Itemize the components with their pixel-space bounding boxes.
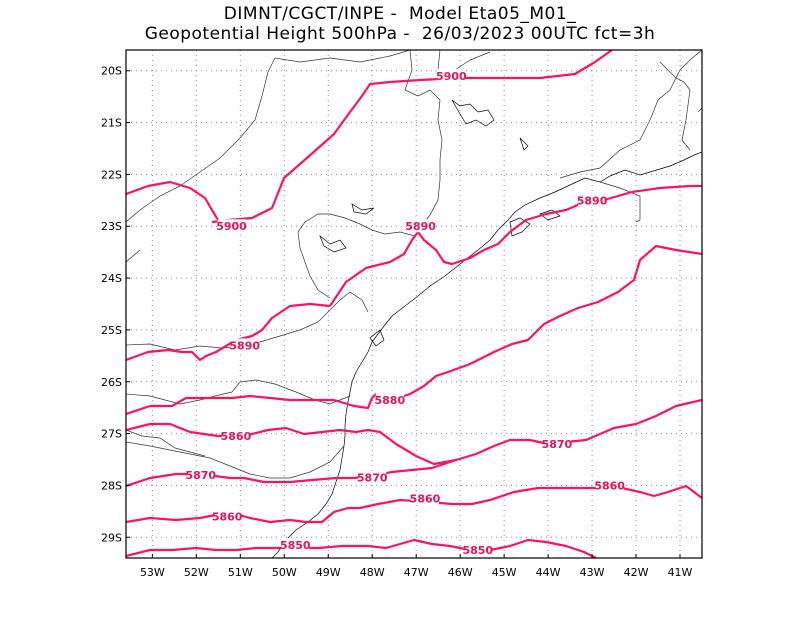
contour-label-bg — [230, 338, 259, 352]
contour-label: 5890 — [577, 194, 608, 207]
contour-label: 5880 — [375, 394, 406, 407]
contour-label: 5890 — [405, 220, 436, 233]
lon-tick-label: 42W — [624, 566, 649, 579]
lon-tick-label: 43W — [580, 566, 605, 579]
contour-label: 5860 — [221, 430, 252, 443]
lat-tick-label: 23S — [101, 220, 122, 233]
contour-label-bg — [213, 509, 242, 523]
contour-label: 5870 — [185, 469, 216, 482]
lon-tick-label: 46W — [448, 566, 473, 579]
contour-5850 — [126, 538, 597, 558]
axis-ticks: 53W 52W 51W 50W 49W 48W 47W 46W 45W 44W 43W 42W 41W 2… — [101, 65, 693, 579]
contour-label: 5890 — [229, 339, 260, 352]
lon-tick-label: 45W — [492, 566, 517, 579]
coastline — [271, 151, 702, 558]
lon-tick-label: 44W — [536, 566, 561, 579]
lat-tick-label: 29S — [101, 531, 122, 544]
contour-label-bg — [542, 436, 571, 450]
lon-tick-label: 48W — [360, 566, 385, 579]
contour-label-bg — [358, 470, 387, 484]
chart-title-line1: DIMNT/CGCT/INPE - Model Eta05_M01_ — [223, 4, 577, 24]
chart-title-line2: Geopotential Height 500hPa - 26/03/2023 … — [144, 24, 656, 44]
contour-label: 5900 — [436, 70, 467, 83]
lon-tick-label: 51W — [228, 566, 253, 579]
lat-tick-label: 27S — [101, 428, 122, 441]
contour-5860-mid — [126, 458, 457, 488]
contour-label-bg — [595, 478, 624, 492]
lat-tick-label: 28S — [101, 479, 122, 492]
contour-5890-north — [329, 184, 702, 307]
contour-label: 5860 — [594, 479, 625, 492]
lon-tick-label: 41W — [668, 566, 693, 579]
contour-label: 5860 — [410, 492, 441, 505]
lat-tick-label: 20S — [101, 65, 122, 78]
contour-label-bg — [410, 491, 439, 505]
contour-label-bg — [437, 68, 466, 82]
lakes — [319, 99, 529, 253]
contour-5890-west — [126, 302, 331, 362]
contour-5900-west — [126, 180, 219, 221]
contour-label: 5900 — [216, 220, 247, 233]
contour-label-bg — [186, 468, 215, 482]
contour-label-bg — [463, 543, 492, 557]
contour-label-bg — [375, 392, 404, 406]
coast-detail — [369, 209, 561, 347]
lon-tick-label: 52W — [184, 566, 209, 579]
lon-tick-label: 50W — [272, 566, 297, 579]
contour-label-bg — [578, 193, 607, 207]
lat-tick-label: 25S — [101, 324, 122, 337]
lon-tick-label: 53W — [140, 566, 165, 579]
state-borders — [126, 50, 702, 479]
contour-label: 5850 — [280, 539, 311, 552]
contour-labels: 5900 5900 5890 5890 5890 5880 5870 5870 5870 5860… — [185, 68, 625, 557]
contour-5900-north — [211, 50, 613, 224]
contour-label: 5850 — [462, 544, 493, 557]
contour-label: 5870 — [542, 438, 573, 451]
contour-5880 — [126, 244, 702, 416]
plot-frame — [125, 49, 703, 559]
contour-label-bg — [281, 538, 310, 552]
lat-tick-label: 26S — [101, 376, 122, 389]
lat-tick-label: 24S — [101, 272, 122, 285]
lat-tick-label: 21S — [101, 117, 122, 130]
contour-5870-mid — [126, 398, 702, 466]
lon-tick-label: 47W — [404, 566, 429, 579]
contour-label-bg — [217, 219, 246, 233]
contour-label: 5860 — [212, 511, 243, 524]
contour-label-bg — [221, 429, 250, 443]
lon-tick-label: 49W — [316, 566, 341, 579]
contour-label-bg — [406, 219, 435, 233]
contour-label: 5870 — [357, 472, 388, 485]
lat-tick-label: 22S — [101, 168, 122, 181]
